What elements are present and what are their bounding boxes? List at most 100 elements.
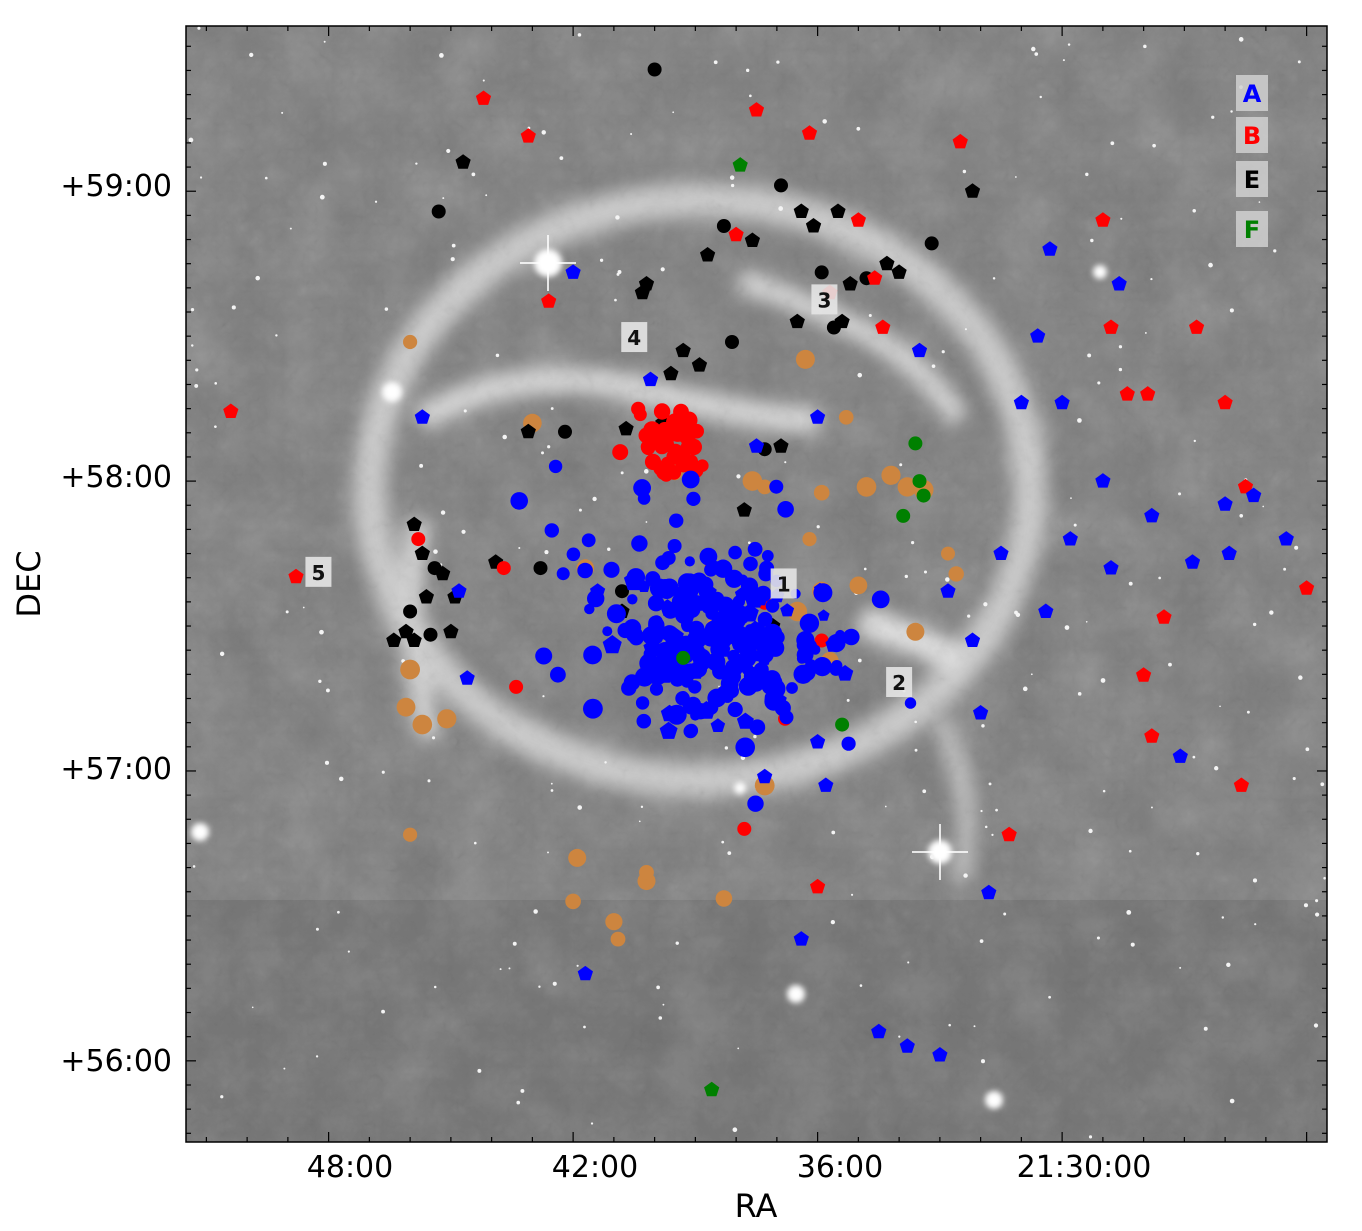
background-star	[1034, 52, 1039, 56]
marker-A	[451, 583, 467, 598]
background-star	[1022, 686, 1028, 692]
background-star	[981, 724, 985, 728]
marker-B	[411, 532, 426, 547]
marker-E	[663, 365, 679, 381]
marker-A	[761, 550, 774, 562]
background-star	[1226, 962, 1231, 968]
marker-A	[871, 1023, 887, 1039]
marker-A	[713, 633, 726, 645]
marker-A	[1184, 554, 1201, 569]
marker-A	[663, 646, 680, 662]
background-star	[729, 175, 735, 180]
marker-A	[1278, 531, 1294, 546]
background-star	[745, 68, 750, 72]
background-star	[197, 26, 201, 30]
background-star	[440, 510, 446, 515]
y-tick-label: +59:00	[60, 169, 172, 204]
background-star	[980, 809, 983, 813]
marker-A	[678, 610, 695, 626]
background-star	[1208, 262, 1213, 268]
marker-A	[871, 590, 890, 609]
background-star	[638, 820, 641, 823]
marker-E	[435, 565, 451, 581]
marker-F	[676, 650, 691, 665]
background-star	[214, 382, 218, 385]
marker-A	[932, 1047, 948, 1062]
background-star	[822, 119, 827, 124]
background-star	[643, 469, 649, 474]
marker-B	[654, 438, 670, 455]
marker-B	[1136, 667, 1152, 682]
background-star	[948, 1023, 951, 1027]
marker-B	[1233, 777, 1249, 792]
x-tick-label: 48:00	[307, 1150, 393, 1185]
marker-A	[765, 599, 780, 613]
marker-A	[688, 680, 702, 694]
background-star	[220, 1095, 224, 1099]
background-star	[1258, 201, 1261, 203]
marker-A	[749, 719, 766, 735]
background-star	[576, 964, 579, 967]
background-star	[338, 776, 344, 782]
region-label-2: 2	[886, 667, 913, 698]
background-star	[439, 53, 444, 58]
marker-A	[510, 492, 528, 510]
marker-B	[867, 270, 883, 285]
marker-unlabeled	[856, 477, 877, 497]
background-star	[863, 567, 867, 571]
marker-A	[686, 491, 701, 506]
marker-E	[700, 247, 716, 262]
marker-B	[1189, 319, 1205, 334]
background-star	[1077, 418, 1082, 423]
background-star	[1305, 747, 1310, 752]
region-label-text: 1	[777, 572, 791, 596]
marker-A	[810, 409, 826, 424]
marker-A	[734, 586, 750, 601]
marker-A	[675, 691, 690, 706]
marker-B	[1237, 478, 1254, 494]
marker-B	[850, 212, 866, 227]
marker-B	[643, 421, 661, 439]
background-star	[1087, 353, 1092, 358]
background-star	[1031, 46, 1036, 52]
background-star	[732, 1127, 738, 1133]
marker-B	[1095, 212, 1111, 227]
marker-A	[606, 604, 626, 624]
background-star	[884, 805, 887, 808]
marker-A	[940, 583, 956, 598]
background-star	[442, 197, 445, 199]
marker-A	[818, 777, 834, 792]
background-star	[285, 610, 289, 614]
region-label-4: 4	[621, 322, 648, 353]
background-star	[1090, 238, 1094, 243]
marker-A	[704, 563, 718, 577]
background-star	[1064, 625, 1070, 630]
marker-unlabeled	[568, 848, 587, 867]
background-star	[857, 658, 862, 663]
background-star	[384, 307, 389, 311]
background-star	[984, 825, 988, 829]
marker-A	[550, 666, 566, 683]
region-label-text: 5	[311, 561, 325, 585]
marker-unlabeled	[403, 827, 418, 842]
background-star	[431, 736, 436, 740]
marker-A	[548, 459, 563, 474]
background-star	[583, 1025, 586, 1029]
marker-E	[789, 313, 805, 329]
background-star	[1179, 966, 1182, 969]
background-star	[1297, 60, 1301, 64]
background-star	[541, 130, 546, 135]
background-star	[1097, 381, 1101, 385]
x-tick-labels: 48:00 42:00 36:00 21:30:00	[307, 1150, 1152, 1185]
plot-frame	[185, 25, 1328, 1143]
marker-F	[732, 157, 748, 172]
marker-unlabeled	[787, 601, 808, 622]
background-star	[941, 350, 945, 354]
background-star	[446, 148, 451, 153]
y-tick-label: +58:00	[60, 460, 172, 495]
marker-B	[737, 821, 752, 836]
marker-B	[680, 441, 693, 454]
background-star	[433, 985, 437, 989]
marker-unlabeled	[742, 471, 763, 491]
